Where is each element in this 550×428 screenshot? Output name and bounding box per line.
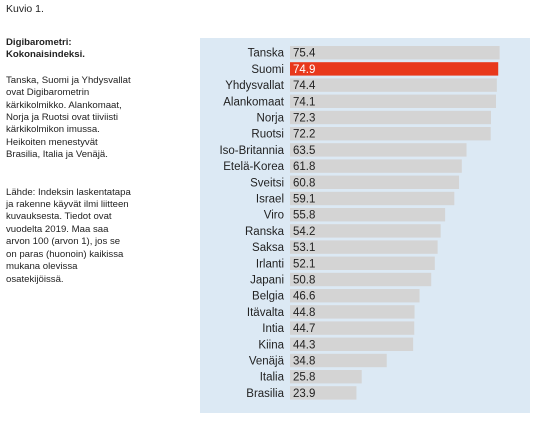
category-label: Viro	[264, 210, 284, 222]
source-line: kuvauksesta. Tiedot ovat	[6, 211, 112, 223]
bar-iso-britannia	[290, 143, 467, 157]
bar-irlanti	[290, 256, 435, 270]
source-line: Lähde: Indeksin laskentatapa	[6, 186, 131, 198]
bar-ranska	[290, 224, 441, 238]
category-label: Kiina	[258, 339, 284, 351]
value-label: 44.8	[293, 307, 315, 319]
category-label: Israel	[256, 194, 284, 206]
value-label: 74.9	[293, 64, 315, 76]
category-label: Ruotsi	[251, 129, 284, 141]
category-label: Yhdysvallat	[225, 80, 285, 92]
value-label: 74.1	[293, 96, 315, 108]
category-label: Tanska	[248, 48, 285, 60]
value-label: 34.8	[293, 356, 315, 368]
sidebar-title-line-1: Digibarometri:	[6, 37, 72, 48]
category-label: Irlanti	[256, 258, 284, 270]
value-label: 50.8	[293, 275, 315, 287]
description-line: Norja ja Ruotsi ovat tiiviisti	[6, 112, 118, 124]
category-label: Sveitsi	[250, 177, 284, 189]
bar-kiina	[290, 337, 414, 351]
value-label: 54.2	[293, 226, 315, 238]
bar-brasilia	[290, 386, 357, 400]
bar-chart: Tanska 75.4 Suomi 74.9 Yhdysvallat 74.4 Alanko…	[219, 46, 500, 400]
category-label: Alankomaat	[223, 96, 285, 108]
source-line: ja rakenne käyvät ilmi liitteen	[6, 199, 129, 211]
sidebar-text: Digibarometri: Kokonaisindeksi. Tanska, …	[6, 37, 186, 286]
sidebar-title-line-2: Kokonaisindeksi.	[6, 49, 85, 61]
value-label: 74.4	[293, 80, 316, 92]
bar-alankomaat	[290, 94, 496, 108]
value-label: 61.8	[293, 161, 315, 173]
category-label: Etelä-Korea	[223, 161, 284, 173]
category-label: Italia	[260, 372, 285, 384]
bar-itävalta	[290, 305, 415, 319]
category-label: Brasilia	[246, 388, 284, 400]
source-line: on paras (huonoin) kaikissa	[6, 248, 124, 260]
category-label: Belgia	[252, 291, 285, 303]
sidebar-source: Lähde: Indeksin laskentatapa ja rakenne …	[6, 187, 186, 286]
description-line: ovat Digibarometrin	[6, 87, 90, 99]
value-label: 72.3	[293, 113, 315, 125]
value-label: 60.8	[293, 177, 315, 189]
figure-label: Kuvio 1.	[6, 3, 44, 15]
value-label: 53.1	[293, 242, 315, 254]
category-label: Japani	[250, 275, 284, 287]
description-line: Tanska, Suomi ja Yhdysvallat	[6, 74, 131, 86]
bar-yhdysvallat	[290, 78, 497, 92]
value-label: 52.1	[293, 258, 315, 270]
description-line: Brasilia, Italia ja Venäjä.	[6, 149, 108, 161]
source-line: osatekijöissä.	[6, 273, 64, 285]
category-label: Ranska	[245, 226, 285, 238]
bar-italia	[290, 370, 362, 384]
bar-israel	[290, 191, 455, 206]
bar-viro	[290, 208, 446, 222]
bar-venäjä	[290, 353, 387, 368]
description-line: Heikoiten menestyvät	[6, 136, 98, 148]
bar-intia	[290, 321, 415, 335]
value-label: 59.1	[293, 194, 315, 206]
bar-norja	[290, 110, 491, 125]
category-label: Suomi	[251, 64, 284, 76]
value-label: 25.8	[293, 372, 315, 384]
bar-japani	[290, 272, 432, 287]
bar-tanska	[290, 46, 500, 60]
source-line: mukana olevissa	[6, 261, 78, 273]
value-label: 72.2	[293, 129, 315, 141]
bar-belgia	[290, 289, 420, 303]
category-label: Venäjä	[249, 356, 285, 368]
bar-ruotsi	[290, 127, 491, 141]
category-label: Norja	[257, 113, 285, 125]
category-label: Itävalta	[247, 307, 285, 319]
value-label: 46.6	[293, 291, 315, 303]
sidebar-description: Tanska, Suomi ja Yhdysvallat ovat Digiba…	[6, 75, 186, 162]
category-label: Intia	[262, 323, 284, 335]
bar-sveitsi	[290, 175, 460, 189]
description-line: kärkikolmikon imussa.	[6, 124, 100, 136]
source-line: arvon 100 (arvon 1), jos se	[6, 236, 121, 248]
category-label: Iso-Britannia	[219, 145, 284, 157]
value-label: 55.8	[293, 210, 315, 222]
chart-panel: Tanska 75.4 Suomi 74.9 Yhdysvallat 74.4 Alanko…	[200, 38, 530, 413]
bar-suomi	[290, 62, 499, 76]
value-label: 23.9	[293, 388, 315, 400]
bar-saksa	[290, 240, 438, 254]
source-line: vuodelta 2019. Maa saa	[6, 223, 109, 235]
bar-etelä-korea	[290, 159, 462, 173]
value-label: 63.5	[293, 145, 315, 157]
value-label: 44.7	[293, 323, 315, 335]
value-label: 44.3	[293, 339, 315, 351]
description-line: kärkikolmikko. Alankomaat,	[6, 99, 122, 111]
value-label: 75.4	[293, 48, 316, 60]
category-label: Saksa	[252, 242, 285, 254]
